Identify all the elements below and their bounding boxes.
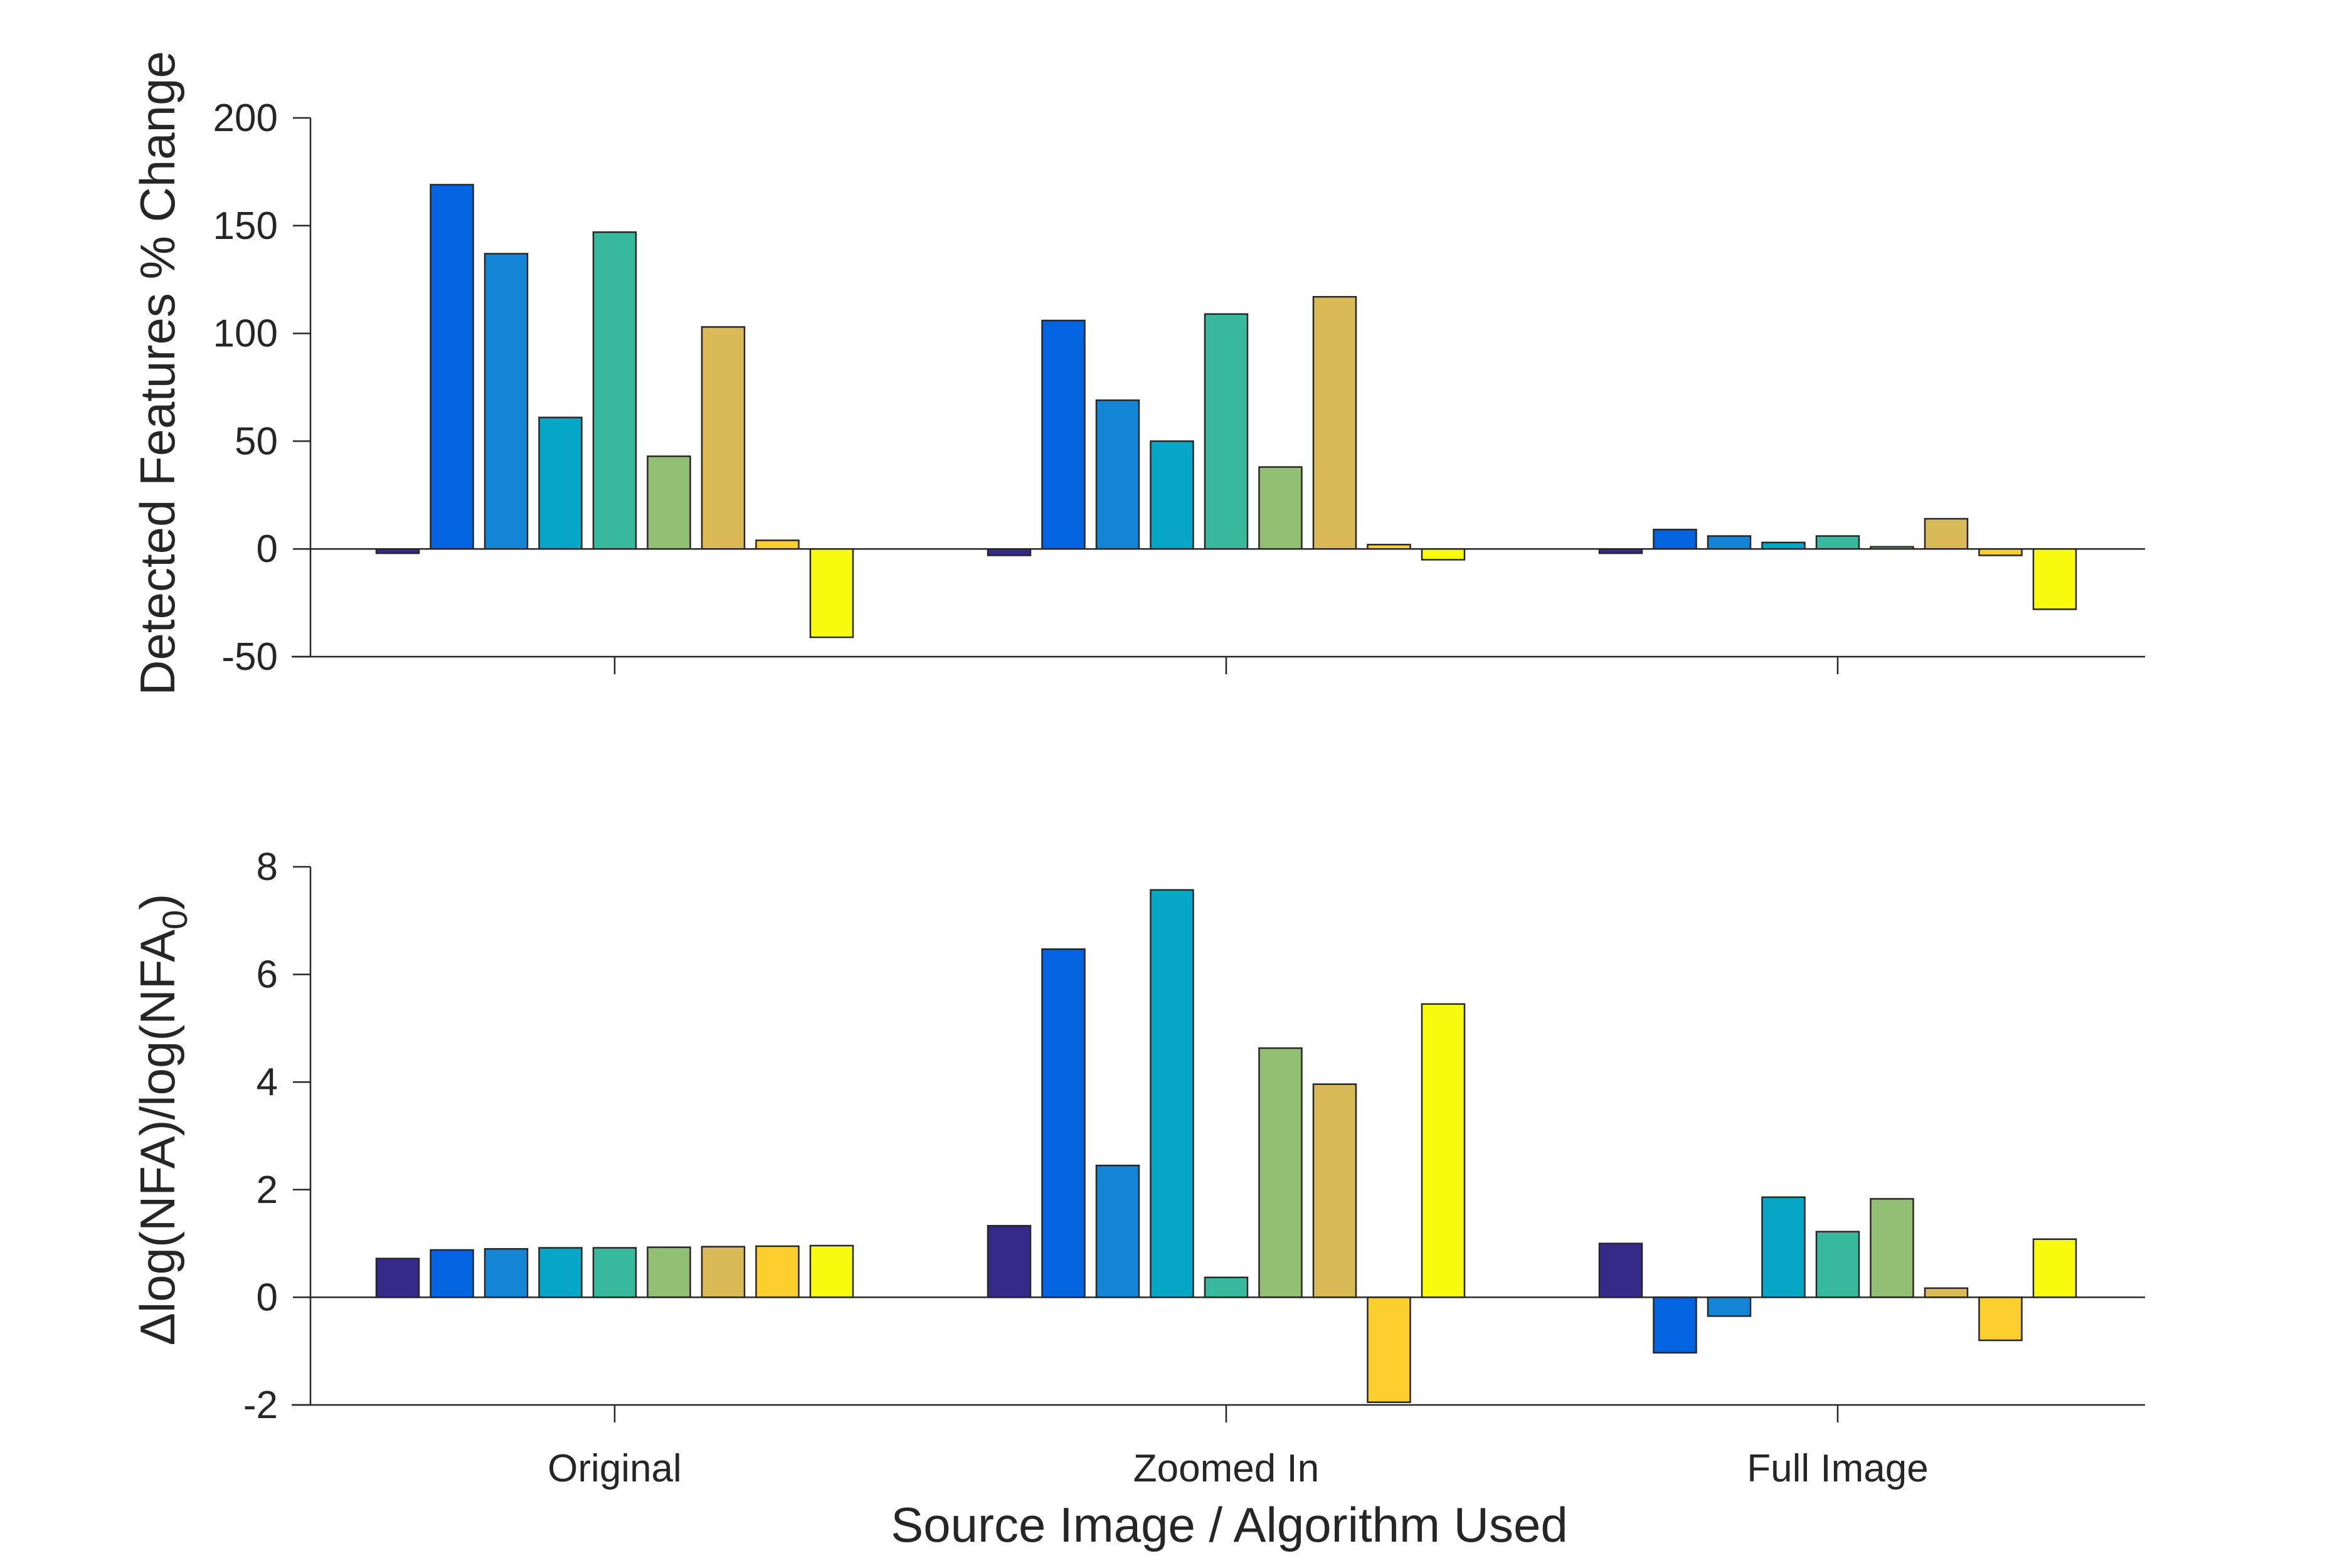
top-chart-bar: [1095, 399, 1140, 550]
bottom-chart-bar: [1653, 1296, 1697, 1354]
bottom-chart-bar: [484, 1248, 529, 1298]
bottom-chart-y-tick-label: -2: [243, 1384, 278, 1427]
bottom-chart-bar: [1870, 1198, 1914, 1298]
bottom-chart-bar: [1978, 1296, 2023, 1342]
top-chart-y-axis-label: Detected Features % Change: [130, 51, 185, 696]
top-chart-bar: [1041, 319, 1086, 550]
bottom-chart-panel: -2 0 2 4 6 8 Original Zoomed In Full Image Δlog(…: [130, 845, 2145, 1552]
bottom-chart-bar: [538, 1247, 583, 1298]
bottom-chart-bar: [375, 1258, 420, 1298]
bottom-chart-bar: [1598, 1242, 1643, 1298]
bottom-chart-y-tick-label: 2: [257, 1168, 278, 1212]
top-chart-bar: [1815, 535, 1860, 550]
bottom-chart-bar: [1150, 889, 1194, 1298]
bottom-chart-bar: [1367, 1296, 1411, 1403]
top-chart-y-tick-label: 50: [235, 420, 278, 463]
bottom-chart-y-axis-label-main: Δlog(NFA)/log(NFA: [130, 930, 185, 1345]
top-chart-bar: [1150, 440, 1194, 550]
top-chart-bar: [592, 231, 637, 550]
bottom-chart-category-label: Original: [548, 1447, 682, 1490]
top-chart-bar: [1761, 541, 1806, 550]
top-chart-axes: [292, 118, 2145, 658]
bottom-chart-bar: [1707, 1296, 1752, 1317]
top-chart-y-tick-label: 150: [213, 204, 278, 248]
top-chart-bar: [1978, 548, 2023, 556]
bottom-chart-category-label: Zoomed In: [1133, 1447, 1319, 1490]
top-chart-bar: [1258, 466, 1303, 550]
top-chart-bar: [755, 539, 800, 550]
top-chart-bar: [1924, 517, 1969, 550]
bottom-chart-y-tick-label: 4: [257, 1061, 278, 1104]
bottom-chart-bar: [987, 1225, 1032, 1298]
x-axis-label: Source Image / Algorithm Used: [891, 1497, 1568, 1552]
top-chart-bar: [538, 416, 583, 550]
top-chart-bar: [987, 548, 1032, 556]
top-chart-bar: [1312, 295, 1357, 550]
bottom-chart-bar: [755, 1245, 800, 1298]
top-chart-bar: [701, 326, 746, 550]
top-chart-bar: [1421, 548, 1466, 561]
bottom-chart-bar: [1258, 1047, 1303, 1298]
top-chart-y-tick-label: 0: [257, 527, 278, 571]
bottom-chart-y-tick-label: 0: [257, 1276, 278, 1319]
bottom-chart-bar: [1761, 1196, 1806, 1298]
top-chart-bar: [1204, 313, 1249, 550]
bottom-chart-bar: [592, 1247, 637, 1298]
bottom-chart-bar: [2032, 1238, 2077, 1298]
bottom-chart-bar: [1041, 948, 1086, 1298]
top-chart-y-tick-label: 200: [213, 97, 278, 140]
top-chart-bars: [375, 184, 2077, 638]
bottom-chart-bar: [1095, 1164, 1140, 1298]
top-chart-bar: [430, 184, 474, 550]
bottom-chart-bar: [809, 1244, 854, 1298]
bottom-chart-bars: [375, 889, 2077, 1403]
top-chart-bar: [1707, 535, 1752, 550]
bottom-chart-y-tick-label: 8: [257, 845, 278, 889]
bottom-chart-bar: [701, 1246, 746, 1298]
top-chart-y-tick-label: 100: [213, 312, 278, 356]
top-chart-ticks: -50 0 50 100 150 200: [213, 97, 1839, 679]
top-chart-y-tick-label: -50: [221, 635, 278, 679]
bottom-chart-bar: [430, 1249, 474, 1298]
top-chart-bar: [809, 548, 854, 638]
top-chart-panel: -50 0 50 100 150 200 Detected Features % Chan…: [130, 51, 2145, 696]
bottom-chart-ticks: -2 0 2 4 6 8 Original Zoomed In Full Image: [243, 845, 1929, 1490]
bottom-chart-bar: [1312, 1083, 1357, 1298]
top-chart-bar: [1653, 529, 1697, 550]
bottom-chart-category-label: Full Image: [1747, 1447, 1928, 1490]
bottom-chart-axes: [292, 867, 2145, 1406]
bottom-chart-y-axis-label: Δlog(NFA)/log(NFA0): [130, 894, 194, 1345]
bottom-chart-bar: [1421, 1003, 1466, 1298]
bottom-chart-bar: [1924, 1287, 1969, 1298]
bottom-chart-y-axis-label-close: ): [130, 894, 185, 910]
bottom-chart-bar: [647, 1246, 691, 1298]
bottom-chart-bar: [1815, 1231, 1860, 1298]
top-chart-bar: [484, 253, 529, 550]
top-chart-bar: [647, 455, 691, 550]
bottom-chart-y-tick-label: 6: [257, 953, 278, 997]
bottom-chart-bar: [1204, 1276, 1249, 1298]
bottom-chart-y-axis-label-subscript: 0: [155, 910, 194, 930]
top-chart-bar: [2032, 548, 2077, 610]
